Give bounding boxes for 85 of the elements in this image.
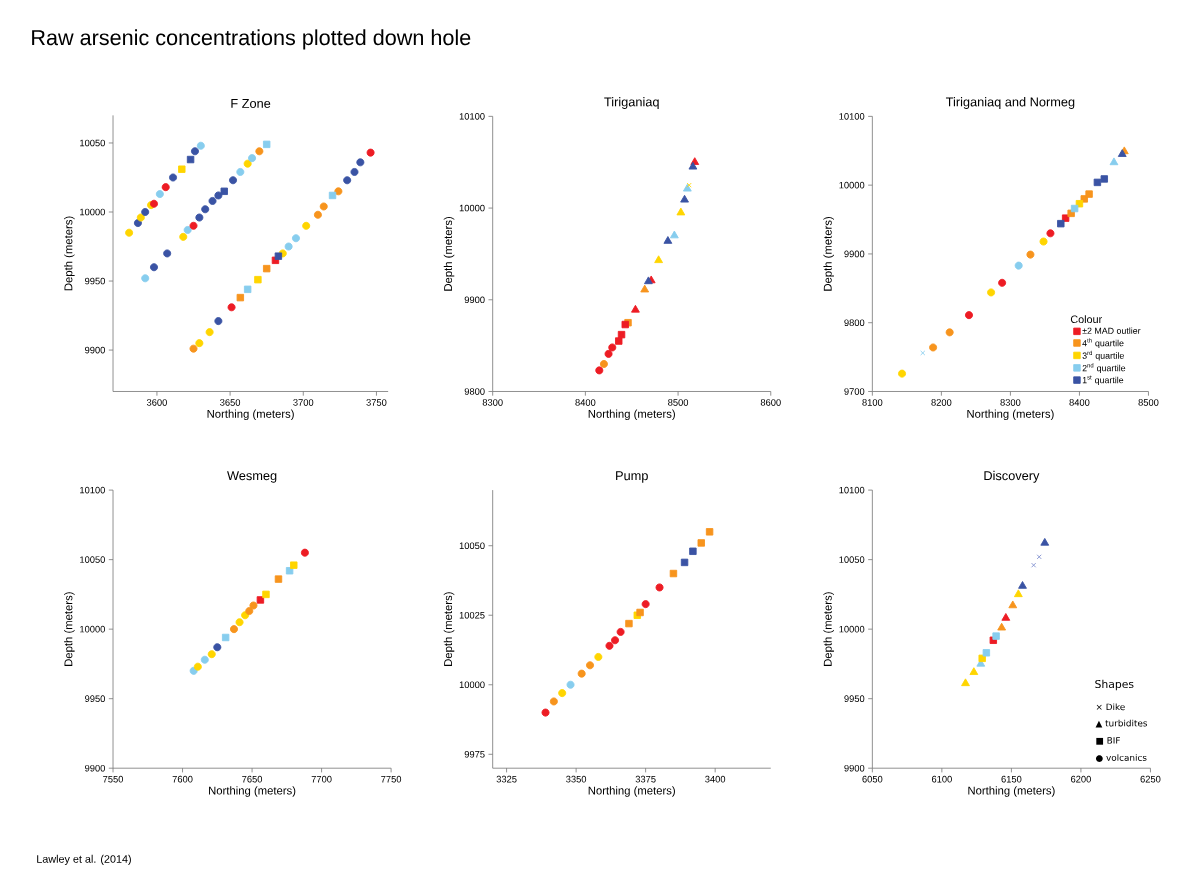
y-tick-label: 10100 <box>839 486 865 494</box>
x-tick-label: 8100 <box>862 399 883 406</box>
annotation: Shapes <box>1095 679 1134 691</box>
x-tick-label: 8500 <box>668 399 689 406</box>
x-tick-label: 3750 <box>366 399 387 406</box>
y-tick-label: 10100 <box>459 113 485 120</box>
legend-label: ±2 MAD outlier <box>1082 327 1141 335</box>
y-axis-title: Depth (meters) <box>823 217 834 291</box>
x-tick-label: 6100 <box>931 776 952 783</box>
annotation: ■ BIF <box>1096 737 1120 745</box>
y-tick-label: 10000 <box>459 204 485 212</box>
x-tick-label: 3650 <box>220 399 241 406</box>
x-tick-label: 7650 <box>242 776 263 783</box>
x-tick-label: 3600 <box>146 399 167 406</box>
x-tick-label: 3325 <box>496 776 517 783</box>
y-tick-label: 9700 <box>844 388 865 395</box>
y-tick-label: 10050 <box>459 542 485 550</box>
y-tick-label: 9900 <box>464 296 485 304</box>
x-tick-label: 6150 <box>1001 776 1022 783</box>
chart-title: Discovery <box>984 470 1040 483</box>
x-tick-label: 8400 <box>1069 399 1090 406</box>
chart-title: Tiriganiaq <box>604 97 659 110</box>
x-axis-title: Northing (meters) <box>967 409 1054 421</box>
x-axis-title: Northing (meters) <box>968 786 1055 797</box>
y-tick-label: 10000 <box>839 626 865 633</box>
y-tick-label: 9900 <box>85 765 105 772</box>
x-tick-label: 8300 <box>1000 399 1021 406</box>
x-tick-label: 6050 <box>862 776 883 783</box>
x-tick-label: 8400 <box>575 399 596 406</box>
y-tick-label: 10025 <box>459 612 485 619</box>
y-axis-title: Depth (meters) <box>443 592 455 667</box>
legend-label: 1$^{st}$ quartile <box>1082 375 1124 386</box>
y-axis-title: Depth (meters) <box>64 216 75 291</box>
x-axis-title: Northing (meters) <box>209 786 296 797</box>
legend-title: Colour <box>1070 315 1102 324</box>
x-axis-title: Northing (meters) <box>588 409 675 421</box>
y-tick-label: 9900 <box>844 765 865 772</box>
y-tick-label: 10050 <box>80 139 105 147</box>
chart-title: Tiriganiaq and Normeg <box>945 97 1075 110</box>
chart-title: Pump <box>616 471 648 483</box>
y-tick-label: 10000 <box>839 182 865 189</box>
text: Lawley et al. (2014) <box>37 855 131 866</box>
x-tick-label: 3375 <box>635 776 656 783</box>
legend-label: 2$^{nd}$ quartile <box>1082 363 1126 374</box>
x-tick-label: 7550 <box>103 776 124 783</box>
annotation: ● volcanics <box>1095 754 1147 763</box>
y-tick-label: 10050 <box>80 556 105 564</box>
y-tick-label: 9800 <box>464 388 485 395</box>
legend-label: 4$^{th}$ quartile <box>1082 338 1124 349</box>
annotation: ▲ turbidites <box>1095 719 1148 728</box>
text: Raw arsenic concentrations plotted down hole <box>32 29 471 50</box>
y-axis-title: Depth (meters) <box>64 592 75 667</box>
chart-title: Wesmeg <box>227 471 277 483</box>
x-axis-title: Northing (meters) <box>588 786 675 797</box>
y-tick-label: 10050 <box>839 556 865 564</box>
x-tick-label: 7700 <box>311 776 332 783</box>
y-tick-label: 10000 <box>459 681 485 689</box>
y-tick-label: 10100 <box>80 486 105 494</box>
x-tick-label: 8200 <box>931 399 952 406</box>
y-tick-label: 9900 <box>85 346 105 354</box>
y-tick-label: 9800 <box>844 319 865 327</box>
x-tick-label: 3400 <box>705 776 726 783</box>
x-tick-label: 8500 <box>1138 399 1159 406</box>
y-tick-label: 9950 <box>844 695 865 703</box>
x-tick-label: 8600 <box>760 399 781 406</box>
annotation: × Dike <box>1096 703 1125 711</box>
x-tick-label: 6250 <box>1140 776 1161 783</box>
x-tick-label: 8300 <box>482 399 503 406</box>
chart-title: F Zone <box>231 99 271 109</box>
legend-label: 3$^{rd}$ quartile <box>1082 350 1124 361</box>
y-tick-label: 10100 <box>839 113 865 120</box>
x-tick-label: 7600 <box>172 776 193 783</box>
y-tick-label: 9950 <box>85 695 105 703</box>
y-tick-label: 9975 <box>464 751 485 758</box>
y-axis-title: Depth (meters) <box>443 217 455 291</box>
x-tick-label: 7750 <box>381 776 402 783</box>
x-tick-label: 6200 <box>1071 776 1091 783</box>
y-tick-label: 9900 <box>844 250 865 258</box>
x-tick-label: 3700 <box>293 399 314 406</box>
x-tick-label: 3350 <box>566 776 587 783</box>
y-tick-label: 10000 <box>80 208 105 216</box>
x-axis-title: Northing (meters) <box>207 409 294 421</box>
y-tick-label: 10000 <box>80 626 105 633</box>
y-axis-title: Depth (meters) <box>823 592 834 667</box>
y-tick-label: 9950 <box>85 277 105 285</box>
